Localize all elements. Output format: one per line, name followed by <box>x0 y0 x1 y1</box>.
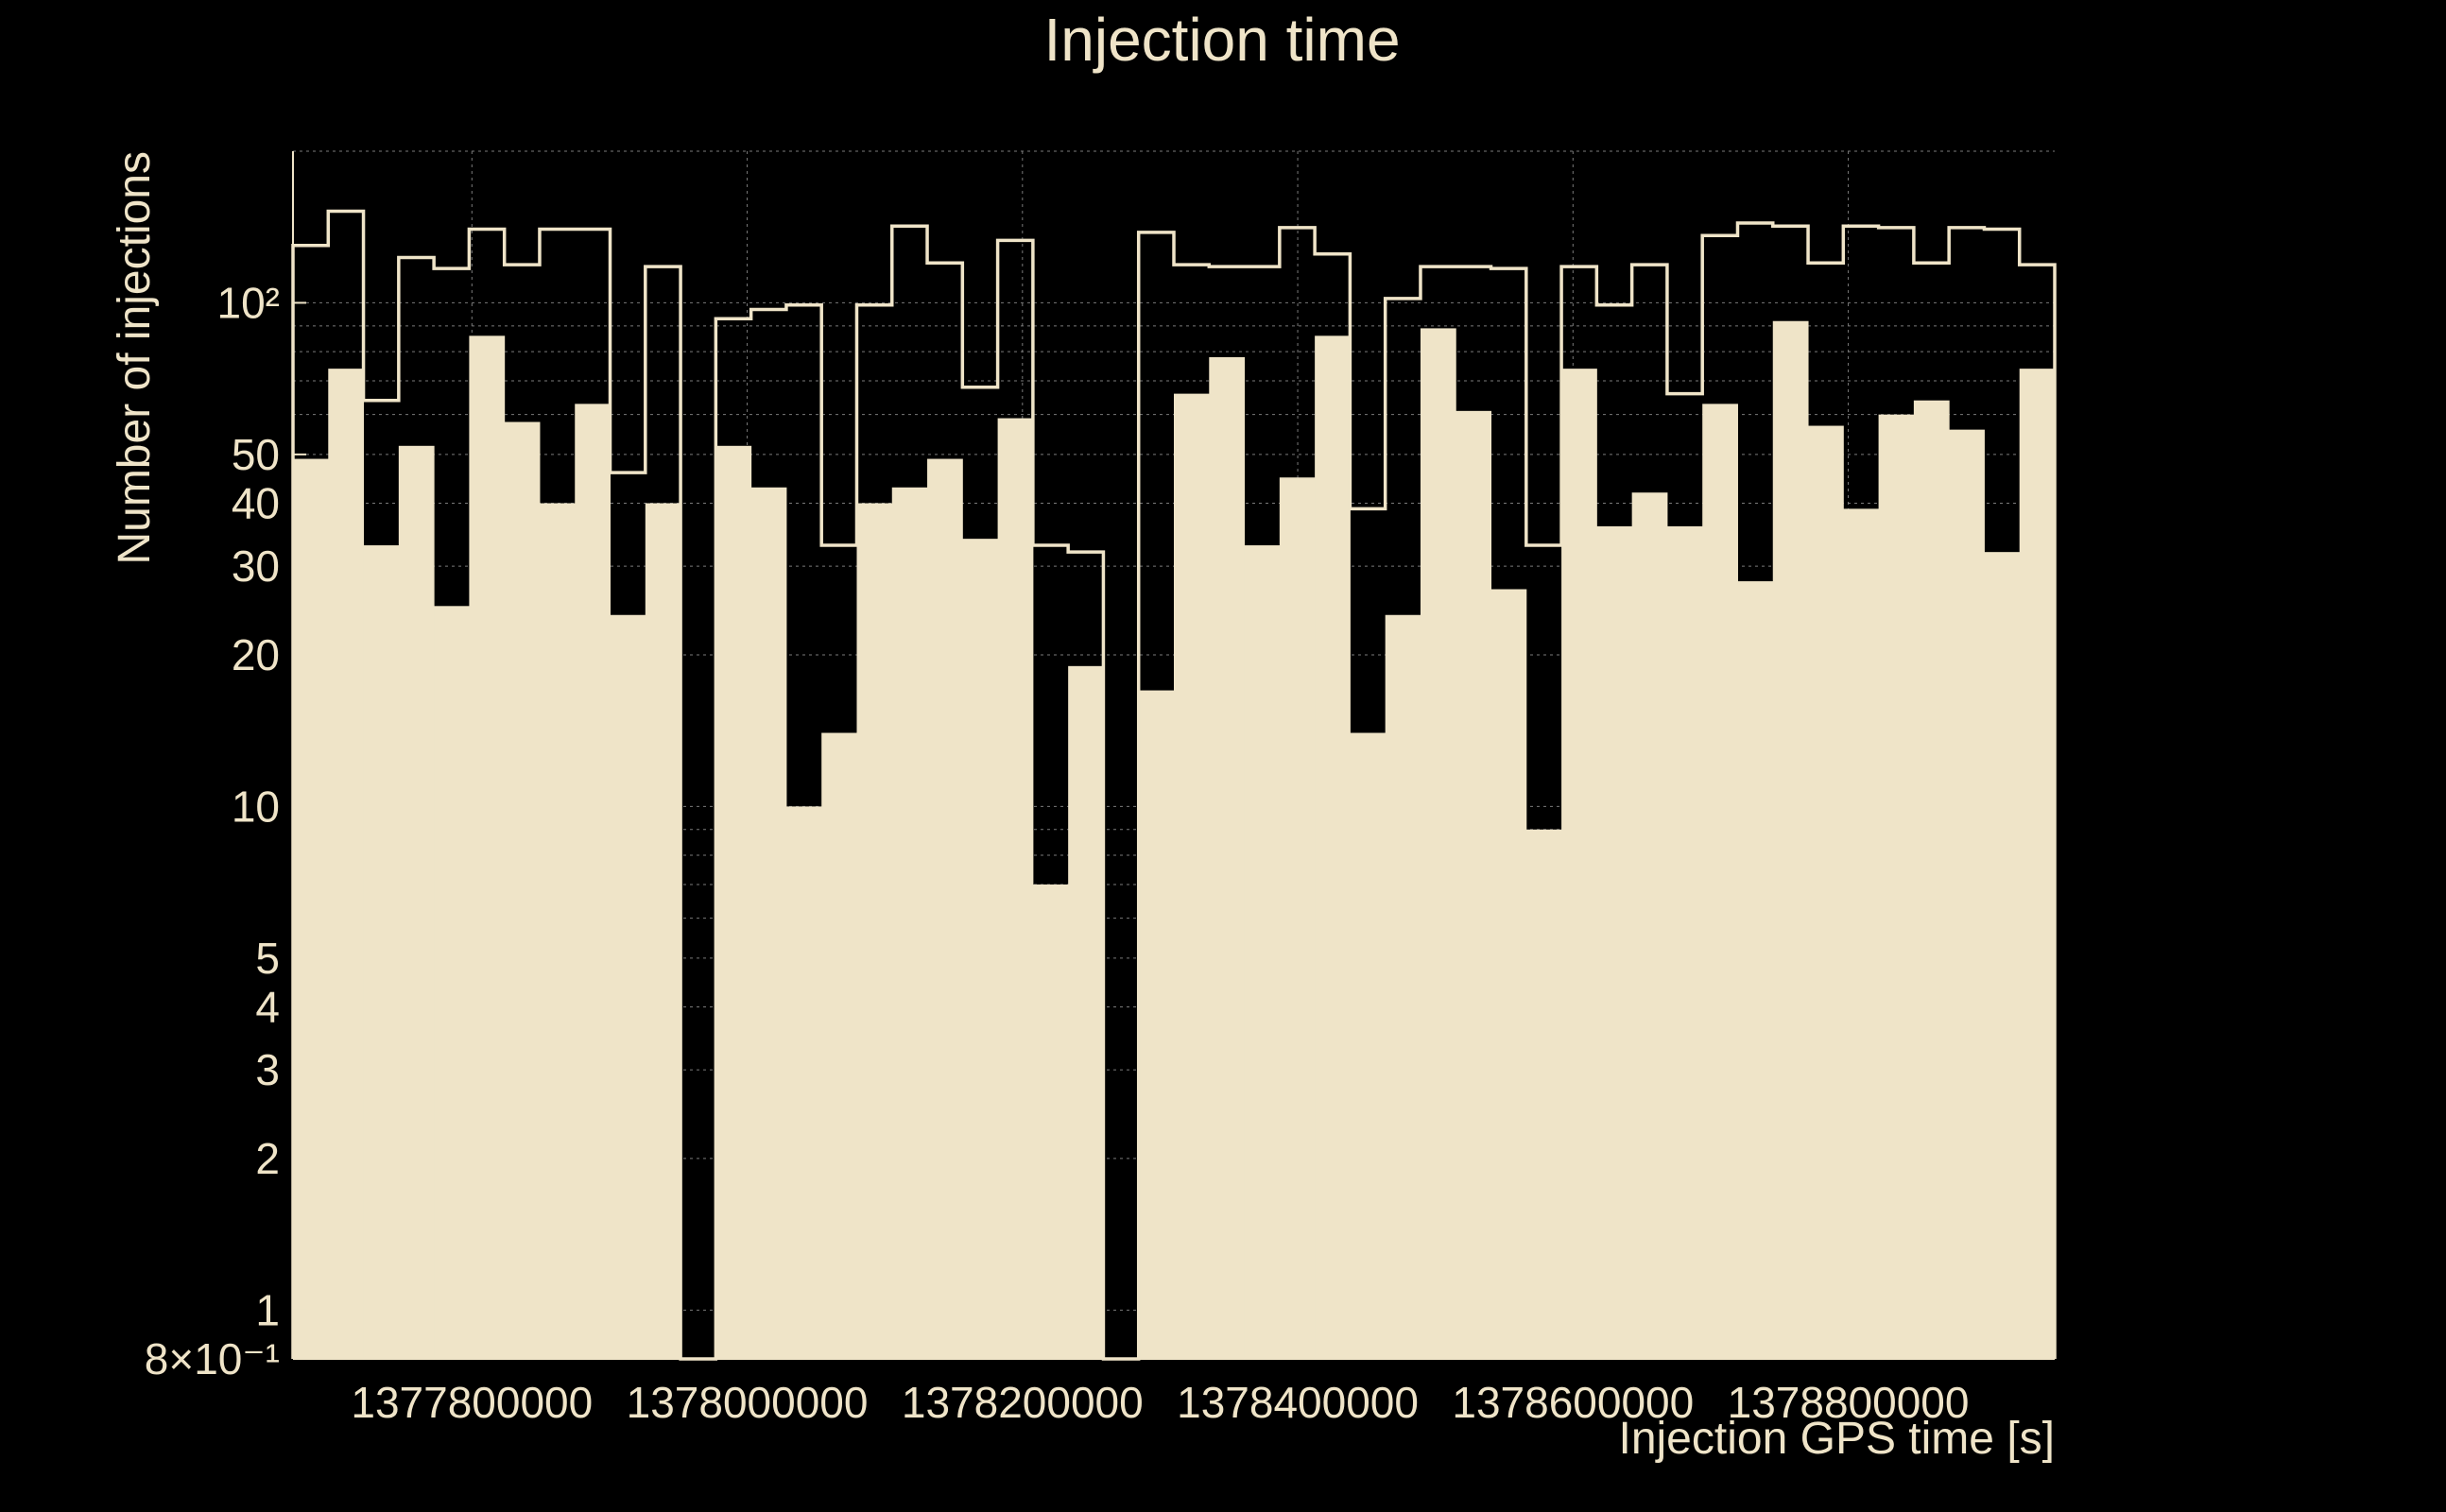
x-tick-label: 1378800000 <box>1728 1378 1970 1427</box>
step-histogram <box>291 209 2057 1361</box>
x-axis-label: Injection GPS time [s] <box>1618 1414 2055 1464</box>
histogram-bar <box>1244 545 1281 1359</box>
y-tick-label: 30 <box>232 541 280 591</box>
histogram-bar <box>1174 393 1210 1359</box>
histogram-bar <box>785 806 822 1359</box>
x-tick-label: 1377800000 <box>351 1378 593 1427</box>
histogram-bar <box>328 369 365 1359</box>
histogram-bar <box>539 503 576 1359</box>
x-tick-label: 1378000000 <box>627 1378 869 1427</box>
histogram-bar <box>610 614 646 1359</box>
histogram-bar <box>469 335 506 1360</box>
histogram-bar <box>1420 328 1456 1359</box>
filled-histogram <box>293 320 2056 1360</box>
chart-title: Injection time <box>1043 6 1400 74</box>
histogram-bar <box>1878 414 1915 1359</box>
histogram-bar <box>1456 410 1492 1359</box>
histogram-bar <box>293 458 329 1360</box>
x-tick-label: 1378400000 <box>1177 1378 1419 1427</box>
x-tick-labels: 1377800000 1378000000 1378200000 1378400000… <box>351 1378 1969 1427</box>
histogram-bar <box>1209 356 1246 1359</box>
histogram-bar <box>1350 732 1387 1359</box>
histogram-bar <box>1138 690 1175 1359</box>
histogram-bar <box>1772 320 1809 1359</box>
y-tick-label: 2 <box>255 1134 280 1183</box>
histogram-bar <box>504 421 541 1359</box>
histogram-bar <box>1631 492 1668 1359</box>
histogram-bar <box>856 503 893 1359</box>
histogram-bar <box>434 606 470 1359</box>
histogram-bar <box>1808 425 1844 1359</box>
histogram-bar <box>821 732 857 1359</box>
histogram-bar <box>1525 829 1562 1359</box>
y-tick-label: 4 <box>255 982 280 1031</box>
histogram-bar <box>715 445 752 1359</box>
histogram-bar <box>398 445 435 1359</box>
histogram-bar <box>1032 884 1069 1359</box>
histogram-bar <box>1737 581 1774 1359</box>
histogram-bar <box>891 487 928 1359</box>
x-tick-label: 1378200000 <box>902 1378 1144 1427</box>
histogram-bar <box>1843 508 1880 1359</box>
histogram-bar <box>962 539 999 1359</box>
y-tick-label: 20 <box>232 630 280 679</box>
axes <box>292 151 2055 1360</box>
histogram-bar <box>1068 665 1104 1359</box>
y-tick-label: 10 <box>232 782 280 831</box>
histogram-bar <box>1561 369 1597 1359</box>
histogram-bar <box>1702 404 1738 1359</box>
y-tick-label: 40 <box>232 479 280 528</box>
y-axis-label: Number of injections <box>110 151 160 565</box>
histogram-bar <box>1984 552 2021 1359</box>
histogram-bar <box>750 487 787 1359</box>
y-tick-label: 1 <box>255 1285 280 1334</box>
y-tick-label: 50 <box>232 430 280 479</box>
histogram-bar <box>1949 429 1985 1359</box>
histogram-bar <box>927 458 963 1360</box>
histogram-bar <box>1490 589 1527 1359</box>
histogram-bar <box>1666 525 1703 1359</box>
histogram-bar <box>997 418 1034 1359</box>
y-tick-label: 10² <box>217 278 280 327</box>
x-tick-label: 1378600000 <box>1452 1378 1694 1427</box>
histogram-bar <box>363 545 400 1359</box>
histogram-bar <box>1385 614 1421 1359</box>
histogram-bar <box>1315 335 1351 1360</box>
y-tick-label: 5 <box>255 934 280 983</box>
histogram-outline <box>291 209 2057 1361</box>
histogram-bar <box>1279 477 1316 1359</box>
histogram-bar <box>1913 400 1950 1359</box>
histogram-bar <box>1596 525 1633 1359</box>
histogram-bar <box>645 503 681 1359</box>
y-tick-label: 3 <box>255 1045 280 1094</box>
histogram-bar <box>2019 369 2056 1359</box>
histogram-bar <box>575 404 612 1359</box>
y-tick-label: 8×10⁻¹ <box>145 1334 280 1383</box>
